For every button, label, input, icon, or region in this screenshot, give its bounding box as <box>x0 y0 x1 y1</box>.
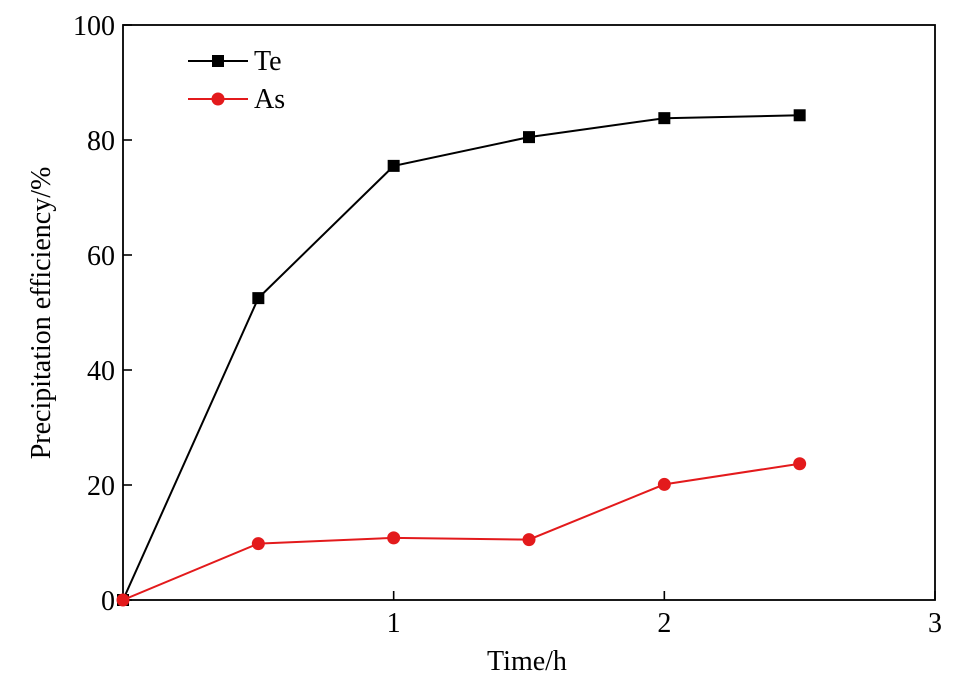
legend-label: As <box>254 84 285 115</box>
data-point-as <box>387 531 401 545</box>
data-point-as <box>116 593 130 607</box>
series <box>116 109 807 607</box>
series-line-te <box>122 114 800 601</box>
data-point-te <box>252 292 265 305</box>
series-line-as <box>122 462 800 601</box>
y-tick-label: 80 <box>87 126 115 157</box>
y-tick-label: 0 <box>101 586 115 617</box>
series-as <box>116 457 807 607</box>
data-point-te <box>658 112 671 125</box>
y-tick-label: 40 <box>87 356 115 387</box>
x-tick-label: 2 <box>657 608 671 639</box>
x-axis-title: Time/h <box>487 646 567 677</box>
y-tick-label: 20 <box>87 471 115 502</box>
y-tick-label: 100 <box>73 11 115 42</box>
legend-marker <box>211 92 225 106</box>
data-point-as <box>657 477 671 491</box>
x-tick-label: 1 <box>387 608 401 639</box>
data-point-te <box>523 131 535 144</box>
series-te <box>117 109 806 606</box>
data-point-te <box>793 109 806 122</box>
data-point-as <box>251 537 265 551</box>
x-axis-ticks: 1 2 3 <box>387 591 942 639</box>
data-point-as <box>793 457 807 471</box>
legend-item-te: Te <box>188 46 282 77</box>
legend-marker <box>212 55 224 67</box>
plot-frame <box>122 24 936 601</box>
legend: Te As <box>188 46 285 115</box>
y-tick-label: 60 <box>87 241 115 272</box>
data-point-as <box>522 533 536 547</box>
y-axis-ticks: 0 20 40 60 80 100 <box>73 11 132 617</box>
legend-label: Te <box>254 46 282 77</box>
data-point-te <box>387 159 400 172</box>
legend-item-as: As <box>188 84 285 115</box>
y-axis-title: Precipitation efficiency/% <box>26 167 57 460</box>
axes <box>122 24 936 601</box>
x-tick-label: 3 <box>928 608 942 639</box>
